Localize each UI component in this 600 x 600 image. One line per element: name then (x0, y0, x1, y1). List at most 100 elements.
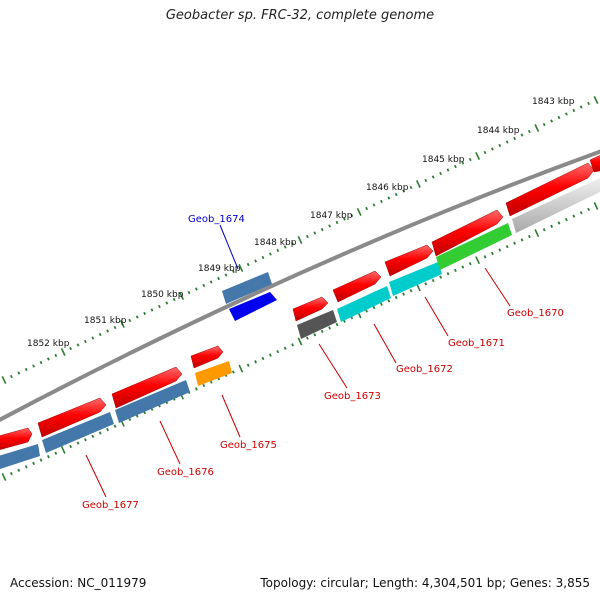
gene-bar-geob-1675[interactable] (195, 361, 232, 386)
scale-tick-outer-minor (150, 308, 154, 312)
scale-tick-inner-minor (372, 305, 376, 310)
scale-tick-outer-minor (69, 346, 73, 351)
scale-tick-inner-minor (261, 356, 265, 361)
scale-tick-inner-minor (498, 248, 502, 252)
gene-arrow[interactable] (332, 270, 382, 303)
scale-tick-inner-minor (276, 350, 280, 354)
gene-arrow[interactable] (431, 209, 504, 257)
scale-tick-inner-minor (320, 329, 324, 333)
gene-label-geob-1673: Geob_1673 (324, 391, 381, 402)
scale-tick-outer-minor (379, 199, 383, 204)
gene-arrow[interactable] (589, 153, 600, 173)
gene-bar-geob-1673[interactable] (297, 310, 337, 339)
scale-tick-outer-minor (587, 101, 591, 106)
scale-label-1847: 1847 kbp (310, 211, 353, 221)
scale-tick-outer-minor (39, 360, 43, 365)
scale-tick-outer-minor (520, 133, 524, 137)
gene-bar-geob-1672[interactable] (337, 286, 391, 322)
scale-tick-inner-minor (461, 265, 465, 269)
scale-tick-inner-minor (69, 444, 73, 449)
scale-tick-outer-minor (342, 217, 346, 221)
scale-tick-outer-minor (402, 189, 406, 193)
scale-tick-inner-minor (579, 211, 583, 215)
gene-label-geob-1670: Geob_1670 (507, 308, 564, 319)
accession-text: Accession: NC_011979 (10, 576, 147, 590)
scale-label-1850: 1850 kbp (141, 290, 184, 300)
scale-tick-outer-minor (350, 213, 354, 218)
scale-tick-outer-minor (305, 234, 309, 239)
scale-tick-outer-minor (231, 269, 235, 274)
gene-bar[interactable] (0, 444, 40, 470)
scale-tick-inner-minor (394, 295, 398, 300)
scale-label-1848: 1848 kbp (254, 238, 297, 248)
genome-summary-text: Topology: circular; Length: 4,304,501 bp… (260, 576, 590, 590)
gene-arrow[interactable] (292, 296, 329, 322)
gene-arrow[interactable] (384, 244, 434, 277)
scale-tick-inner-minor (453, 268, 457, 273)
scale-tick-inner-minor (231, 370, 235, 374)
callout-line-geob-1675 (221, 394, 241, 438)
scale-tick-outer-minor (498, 143, 502, 148)
scale-tick-outer-minor (32, 364, 36, 368)
gene-arrow[interactable] (505, 162, 595, 217)
scale-tick-outer-minor (246, 262, 250, 267)
scale-label-1845: 1845 kbp (422, 155, 465, 165)
scale-label-1849: 1849 kbp (198, 264, 241, 274)
scale-tick-inner-minor (505, 245, 509, 249)
scale-tick-inner-minor (268, 353, 272, 357)
scale-tick-outer-minor (394, 192, 398, 197)
scale-tick-outer-minor (9, 374, 13, 379)
scale-tick-outer-minor (217, 276, 221, 281)
scale-tick-outer-minor (157, 304, 161, 309)
scale-tick-inner-minor (83, 438, 87, 442)
gene-bar-geob-1674-top[interactable] (222, 272, 272, 304)
gene-bar-geob-1676[interactable] (115, 380, 190, 423)
scale-tick-outer-minor (165, 301, 169, 305)
gene-arrow[interactable] (0, 427, 33, 451)
scale-tick-outer-minor (187, 290, 191, 295)
scale-tick-inner-minor (209, 380, 213, 384)
gene-bar-geob-1674[interactable] (229, 292, 277, 321)
gene-bar[interactable] (512, 178, 600, 233)
scale-tick-inner-minor (254, 360, 258, 364)
scale-tick-outer-minor (98, 332, 102, 337)
gene-bar-geob-1670[interactable] (436, 223, 512, 270)
scale-tick-outer-minor (365, 206, 369, 211)
scale-tick-inner-minor (98, 431, 102, 435)
scale-tick-outer-minor (268, 252, 272, 256)
scale-tick-inner-minor (46, 455, 50, 459)
scale-tick-inner-minor (557, 221, 561, 225)
callout-line-geob-1676 (159, 420, 181, 465)
callout-line-geob-1674 (219, 224, 239, 270)
scale-tick-outer-minor (106, 329, 110, 333)
scale-tick-outer-minor (143, 311, 147, 316)
scale-tick-inner-minor (520, 238, 524, 242)
gene-arrow[interactable] (37, 397, 107, 438)
scale-tick-inner-minor (402, 292, 406, 296)
callout-line-geob-1672 (373, 323, 397, 364)
callout-lines (85, 224, 511, 498)
gene-label-geob-1677: Geob_1677 (82, 500, 139, 511)
scale-tick-outer-minor (254, 259, 258, 263)
gene-arrow[interactable] (111, 366, 183, 409)
gene-label-geob-1676: Geob_1676 (157, 467, 214, 478)
gene-bar-geob-1671[interactable] (389, 262, 442, 296)
gene-arrow[interactable] (190, 345, 224, 369)
scale-tick-inner-minor (483, 255, 487, 259)
scale-tick-inner-minor (128, 417, 132, 422)
gene-bar-geob-1677[interactable] (42, 412, 114, 453)
scale-tick-inner-minor (365, 309, 369, 313)
scale-tick-outer-minor (372, 203, 376, 207)
scale-tick-outer-minor (453, 164, 457, 169)
scale-tick-outer-major (238, 264, 244, 272)
scale-tick-outer-minor (542, 122, 546, 127)
scale-tick-outer-minor (83, 339, 87, 344)
scale-tick-outer-minor (172, 297, 176, 302)
scale-tick-outer-minor (461, 161, 465, 165)
scale-tick-inner-minor (527, 234, 531, 239)
scale-tick-outer-minor (424, 178, 428, 183)
scale-tick-outer-minor (439, 171, 443, 176)
scale-tick-inner-minor (490, 251, 494, 256)
scale-tick-outer-minor (291, 241, 295, 246)
